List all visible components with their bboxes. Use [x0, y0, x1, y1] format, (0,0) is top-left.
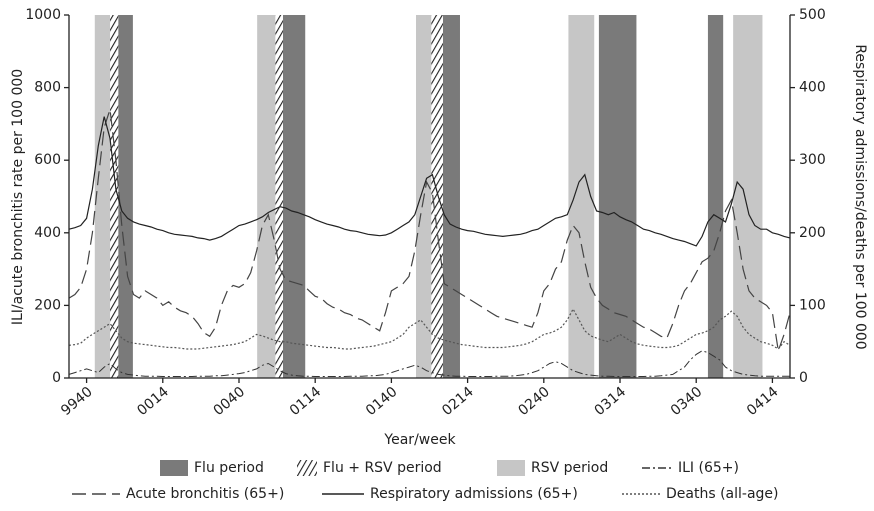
- legend-label: Flu + RSV period: [323, 460, 442, 476]
- period-band: [442, 15, 460, 378]
- y2-tick-label: 100: [799, 297, 826, 313]
- y-tick-label: 400: [34, 225, 61, 241]
- period-band: [707, 15, 724, 378]
- x-tick-label: 0040: [211, 384, 249, 419]
- period-band: [118, 15, 133, 378]
- period-band: [94, 15, 111, 378]
- y-axis-title: ILI/acute bronchitis rate per 100 000: [10, 69, 26, 325]
- period-band: [431, 15, 443, 378]
- series-line: [68, 116, 791, 247]
- y2-tick-label: 200: [799, 225, 826, 241]
- x-axis-title: Year/week: [383, 432, 456, 448]
- x-tick-label: 0014: [134, 384, 172, 419]
- legend-label: ILI (65+): [678, 460, 739, 476]
- legend-swatch: [160, 460, 188, 476]
- y2-tick-label: 500: [799, 7, 826, 23]
- x-tick-label: 0414: [744, 384, 782, 419]
- legend-label: Deaths (all-age): [666, 486, 779, 502]
- series-line: [68, 350, 790, 377]
- y-tick-label: 600: [34, 152, 61, 168]
- x-tick-label: 0340: [668, 384, 706, 419]
- x-tick-label: 0314: [592, 384, 630, 419]
- y-tick-label: 0: [52, 370, 61, 386]
- period-band: [568, 15, 595, 378]
- y2-axis-title: Respiratory admissions/deaths per 100 00…: [852, 44, 868, 349]
- legend-label: Acute bronchitis (65+): [126, 486, 284, 502]
- period-band: [282, 15, 306, 378]
- y-tick-label: 800: [34, 80, 61, 96]
- x-tick-label: 0240: [515, 384, 553, 419]
- period-band: [257, 15, 276, 378]
- series-line: [68, 307, 791, 350]
- x-tick-label: 0114: [287, 384, 325, 419]
- legend-label: Respiratory admissions (65+): [370, 486, 578, 502]
- x-tick-label: 9940: [58, 384, 96, 419]
- period-band: [275, 15, 283, 378]
- legend-swatch: [297, 460, 317, 476]
- x-tick-label: 0214: [439, 384, 477, 419]
- legend-label: Flu period: [194, 460, 264, 476]
- x-tick-label: 0140: [363, 384, 401, 419]
- legend-swatch: [497, 460, 525, 476]
- series-line: [68, 109, 791, 352]
- period-band: [733, 15, 763, 378]
- y-tick-label: 200: [34, 297, 61, 313]
- y-tick-label: 1000: [25, 7, 61, 23]
- y2-tick-label: 400: [799, 80, 826, 96]
- legend-label: RSV period: [531, 460, 608, 476]
- period-band: [598, 15, 637, 378]
- y2-tick-label: 300: [799, 152, 826, 168]
- period-band: [110, 15, 119, 378]
- y2-tick-label: 0: [799, 370, 808, 386]
